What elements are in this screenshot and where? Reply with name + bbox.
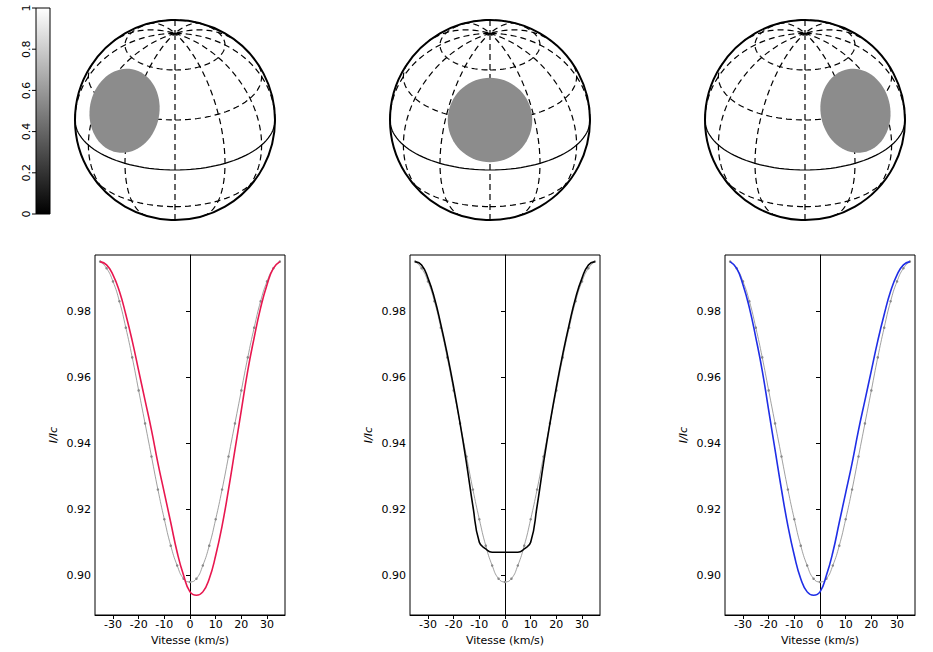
svg-text:1: 1: [20, 5, 33, 12]
svg-text:-20: -20: [760, 618, 778, 631]
svg-text:0: 0: [817, 618, 824, 631]
svg-text:0.98: 0.98: [67, 305, 92, 318]
svg-text:10: 10: [839, 618, 853, 631]
svg-text:0.94: 0.94: [697, 437, 722, 450]
svg-text:0.96: 0.96: [697, 371, 722, 384]
svg-text:0: 0: [502, 618, 509, 631]
svg-text:0.96: 0.96: [67, 371, 92, 384]
svg-text:-20: -20: [445, 618, 463, 631]
svg-text:0.92: 0.92: [697, 503, 722, 516]
svg-text:20: 20: [549, 618, 563, 631]
svg-text:-20: -20: [130, 618, 148, 631]
svg-text:30: 30: [890, 618, 904, 631]
svg-text:0.94: 0.94: [382, 437, 407, 450]
svg-text:20: 20: [234, 618, 248, 631]
svg-text:Vitesse (km/s): Vitesse (km/s): [151, 634, 229, 647]
svg-text:I/Ic: I/Ic: [677, 427, 690, 443]
svg-text:0.92: 0.92: [67, 503, 92, 516]
svg-text:0.94: 0.94: [67, 437, 92, 450]
svg-text:Vitesse (km/s): Vitesse (km/s): [466, 634, 544, 647]
svg-text:-10: -10: [785, 618, 803, 631]
svg-text:0.90: 0.90: [697, 569, 722, 582]
svg-text:-30: -30: [734, 618, 752, 631]
svg-text:10: 10: [524, 618, 538, 631]
svg-text:-10: -10: [470, 618, 488, 631]
svg-text:-30: -30: [419, 618, 437, 631]
svg-text:0.90: 0.90: [67, 569, 92, 582]
svg-text:-10: -10: [155, 618, 173, 631]
svg-text:0.6: 0.6: [20, 82, 33, 100]
svg-text:Vitesse (km/s): Vitesse (km/s): [781, 634, 859, 647]
svg-text:0.92: 0.92: [382, 503, 407, 516]
svg-text:20: 20: [864, 618, 878, 631]
svg-text:0.90: 0.90: [382, 569, 407, 582]
svg-text:-30: -30: [104, 618, 122, 631]
svg-text:I/Ic: I/Ic: [362, 427, 375, 443]
svg-text:0.98: 0.98: [697, 305, 722, 318]
svg-text:0: 0: [187, 618, 194, 631]
svg-text:30: 30: [260, 618, 274, 631]
svg-text:0.8: 0.8: [20, 40, 33, 58]
svg-text:30: 30: [575, 618, 589, 631]
svg-text:0.2: 0.2: [20, 164, 33, 182]
svg-text:I/Ic: I/Ic: [47, 427, 60, 443]
svg-text:0.4: 0.4: [20, 123, 33, 141]
svg-text:0: 0: [20, 211, 33, 218]
svg-text:0.98: 0.98: [382, 305, 407, 318]
svg-text:0.96: 0.96: [382, 371, 407, 384]
svg-text:10: 10: [209, 618, 223, 631]
